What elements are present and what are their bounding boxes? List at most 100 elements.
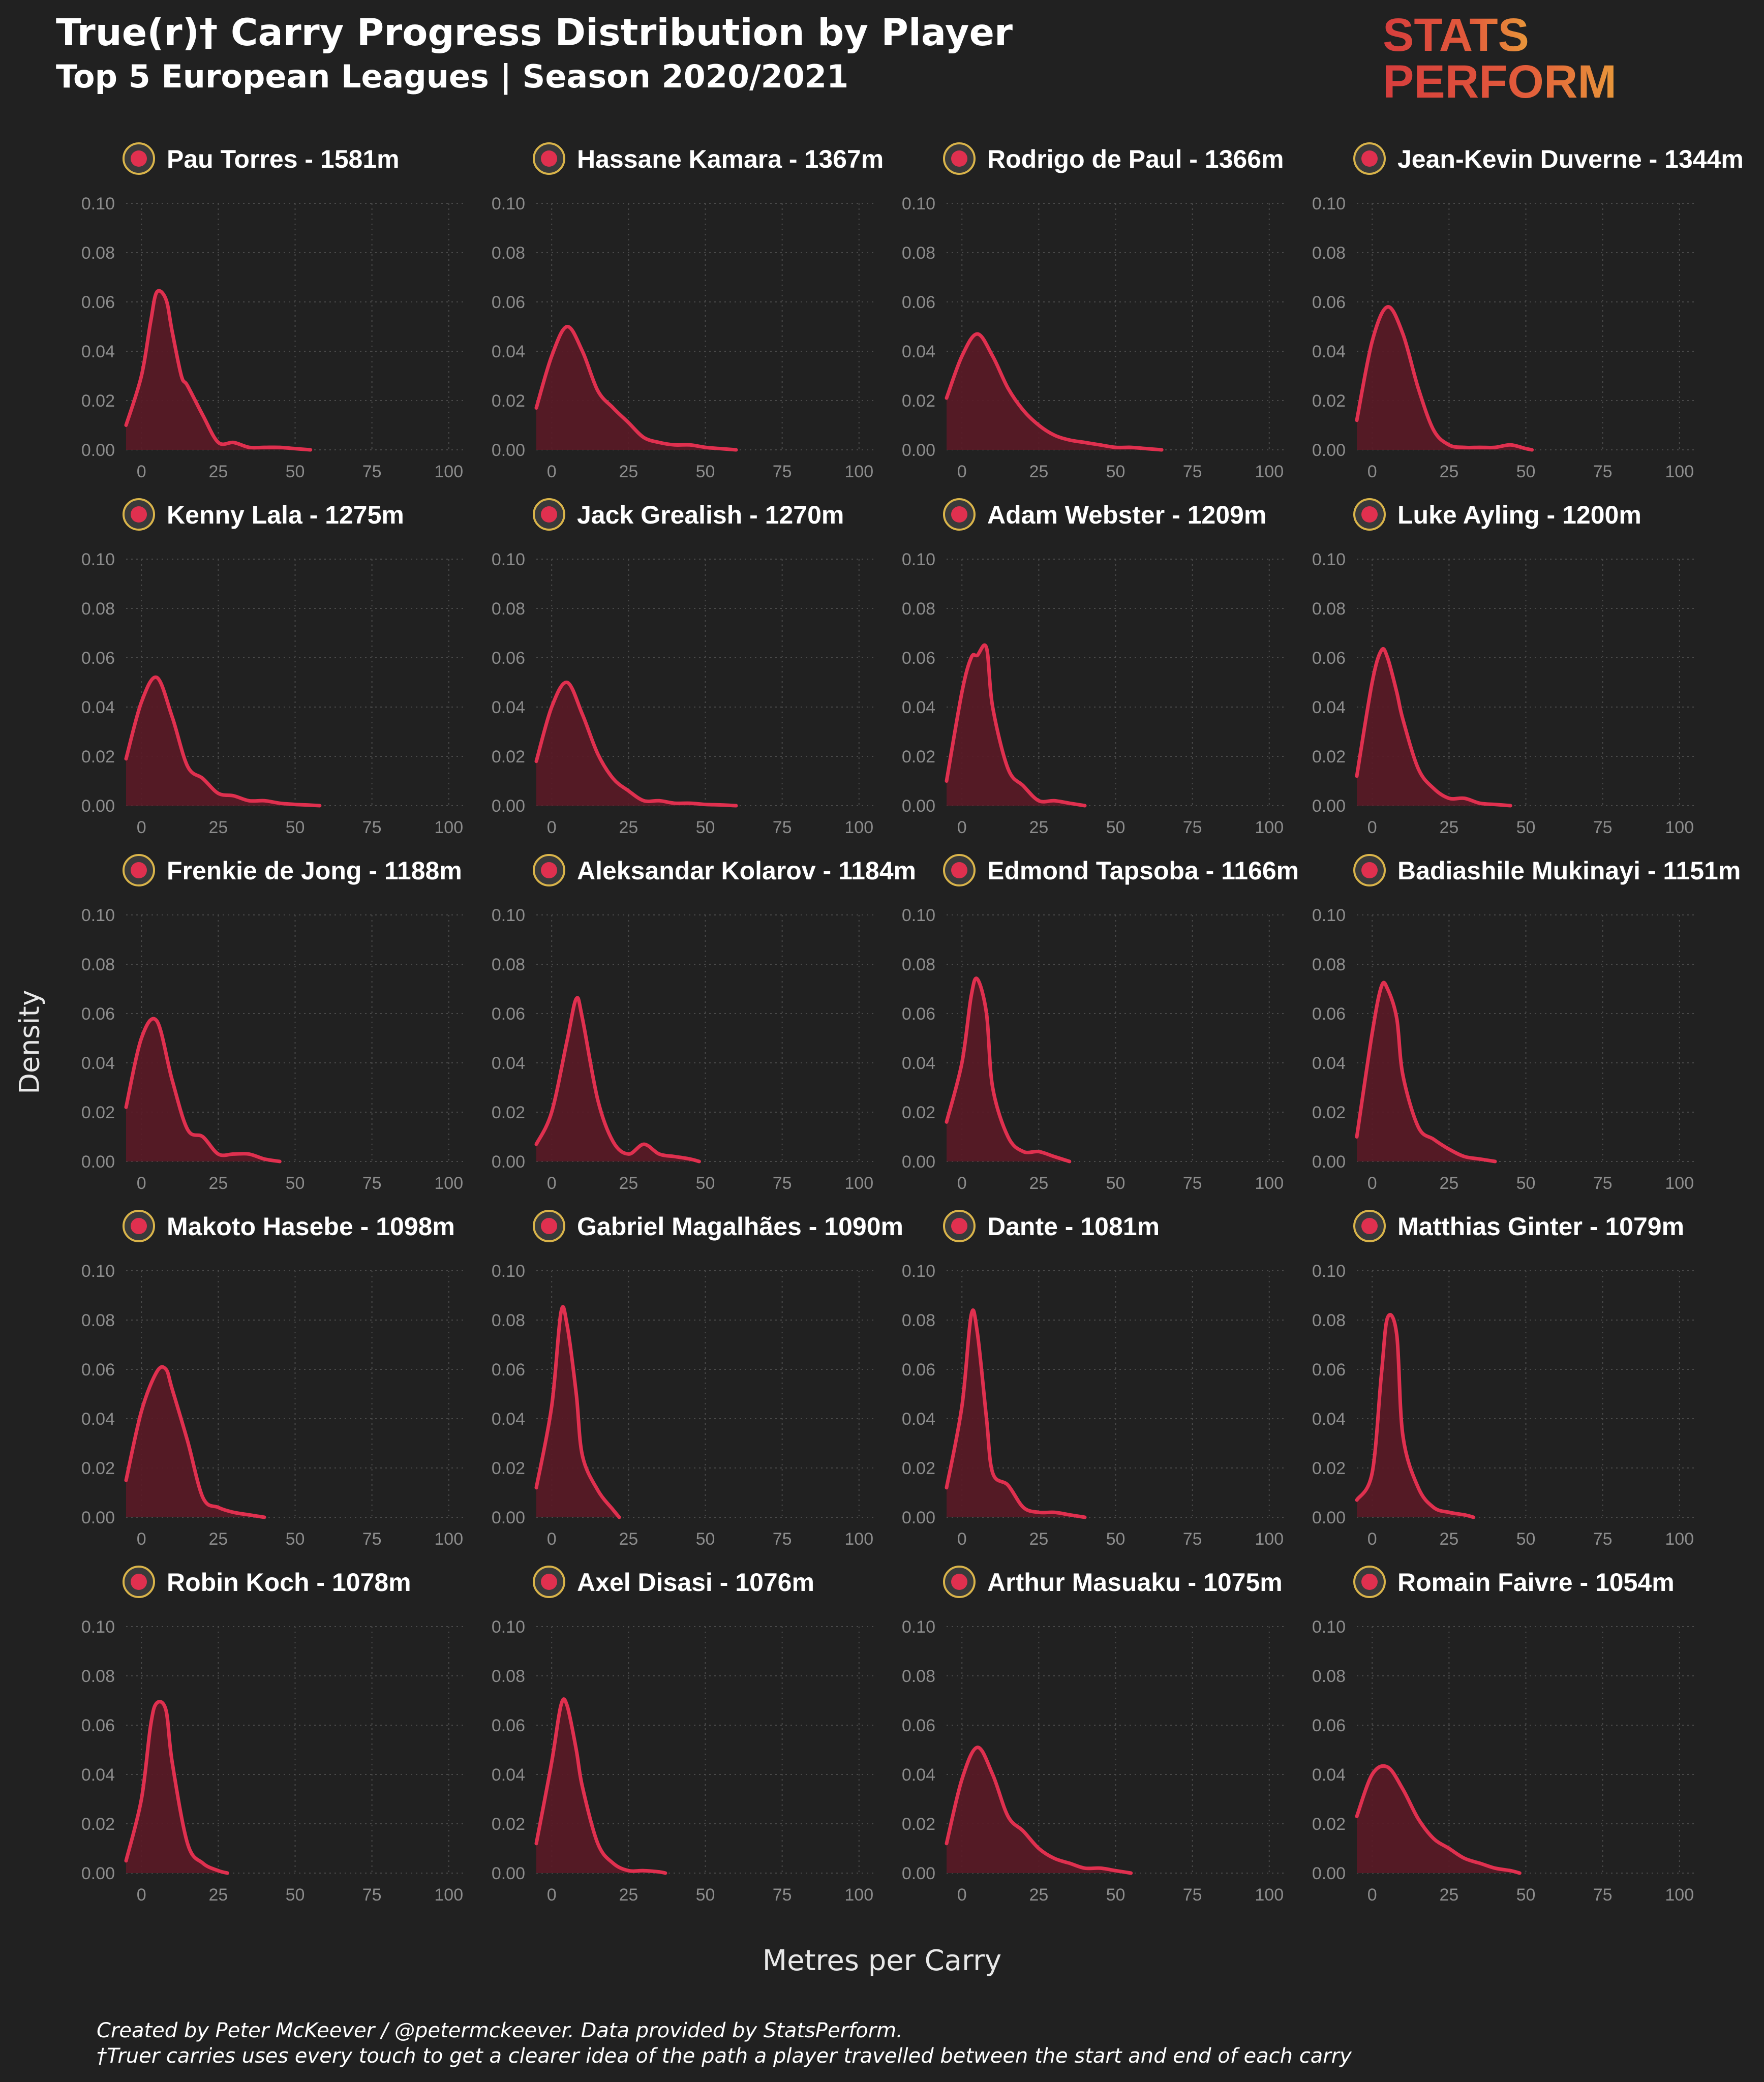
y-tick-label: 0.08 (492, 599, 525, 619)
density-line (945, 976, 1072, 1164)
y-tick-label: 0.08 (81, 243, 115, 263)
panel-title: Adam Webster - 1209m (987, 501, 1266, 529)
panel-title: Edmond Tapsoba - 1166m (987, 856, 1299, 885)
panel-7: 0.00 0.02 0.04 0.06 0.08 0.10 0 25 50 75 100 Adam W… (902, 498, 1285, 837)
y-tick-label: 0.04 (902, 1410, 935, 1429)
density-area (126, 1701, 228, 1873)
x-tick-label: 100 (1665, 462, 1694, 481)
y-tick-label: 0.06 (1312, 649, 1346, 668)
panel-12: 0.00 0.02 0.04 0.06 0.08 0.10 0 25 50 75 100 Badias… (1312, 854, 1741, 1193)
x-tick-label: 0 (957, 1529, 967, 1549)
y-tick-label: 0.08 (492, 955, 525, 974)
x-tick-label: 25 (208, 1529, 228, 1549)
y-tick-label: 0.04 (492, 698, 525, 717)
footer-credit: Created by Peter McKeever / @petermckeev… (97, 2019, 903, 2042)
y-tick-label: 0.10 (81, 1617, 115, 1637)
density-area (1357, 1766, 1520, 1873)
y-tick-label: 0.00 (81, 441, 115, 460)
x-tick-label: 0 (547, 462, 557, 481)
y-tick-label: 0.08 (902, 1311, 935, 1330)
density-line (124, 1365, 266, 1519)
y-tick-label: 0.06 (81, 1004, 115, 1024)
density-area (947, 1310, 1085, 1517)
x-tick-label: 25 (1029, 818, 1048, 837)
crest-core (541, 506, 557, 523)
x-tick-label: 100 (1255, 1174, 1284, 1193)
x-tick-label: 50 (286, 818, 305, 837)
chart-subtitle: Top 5 European Leagues | Season 2020/202… (56, 58, 849, 95)
x-tick-label: 25 (208, 1885, 228, 1905)
y-tick-label: 0.10 (492, 550, 525, 569)
panel-title: Dante - 1081m (987, 1212, 1160, 1241)
density-line (124, 675, 322, 808)
y-tick-label: 0.06 (1312, 1716, 1346, 1735)
density-area (1357, 649, 1511, 806)
density-line (124, 1017, 282, 1164)
x-tick-label: 75 (362, 1529, 382, 1549)
x-tick-label: 75 (1183, 462, 1202, 481)
density-line (534, 1305, 621, 1519)
x-tick-label: 100 (844, 1174, 873, 1193)
x-tick-label: 75 (773, 1529, 792, 1549)
y-tick-label: 0.00 (902, 797, 935, 816)
y-tick-label: 0.08 (902, 1667, 935, 1686)
density-line (945, 1746, 1133, 1875)
x-tick-label: 50 (286, 1529, 305, 1549)
y-tick-label: 0.02 (1312, 1459, 1346, 1478)
y-tick-label: 0.02 (902, 1459, 935, 1478)
y-tick-label: 0.02 (1312, 1103, 1346, 1122)
udinese-crest (943, 142, 976, 175)
y-tick-label: 0.02 (81, 1459, 115, 1478)
y-tick-label: 0.06 (902, 1360, 935, 1380)
x-tick-label: 25 (1029, 1529, 1048, 1549)
x-tick-label: 100 (844, 1885, 873, 1905)
logo-line1: STATS (1383, 10, 1529, 61)
x-tick-label: 0 (137, 818, 146, 837)
panel-title: Axel Disasi - 1076m (577, 1568, 814, 1597)
x-tick-label: 0 (957, 1885, 967, 1905)
panel-2: 0.00 0.02 0.04 0.06 0.08 0.10 0 25 50 75 100 Hassan… (492, 142, 884, 481)
y-tick-label: 0.00 (1312, 1152, 1346, 1172)
density-line (124, 1700, 229, 1875)
x-tick-label: 75 (362, 818, 382, 837)
x-tick-label: 25 (619, 1174, 638, 1193)
x-tick-label: 50 (1106, 1174, 1126, 1193)
y-tick-label: 0.00 (492, 441, 525, 460)
y-tick-label: 0.04 (81, 1054, 115, 1073)
nice-crest (533, 142, 565, 175)
y-tick-label: 0.08 (1312, 243, 1346, 263)
x-tick-label: 0 (957, 818, 967, 837)
y-tick-label: 0.04 (1312, 1410, 1346, 1429)
x-tick-label: 75 (773, 462, 792, 481)
panel-17: 0.00 0.02 0.04 0.06 0.08 0.10 0 25 50 75 100 Robin … (81, 1566, 464, 1905)
panel-title: Pau Torres - 1581m (167, 145, 400, 173)
panel-13: 0.00 0.02 0.04 0.06 0.08 0.10 0 25 50 75 100 Makoto… (81, 1210, 464, 1549)
x-tick-label: 0 (957, 462, 967, 481)
x-tick-label: 50 (286, 1174, 305, 1193)
x-tick-label: 100 (434, 818, 463, 837)
y-tick-label: 0.06 (1312, 1360, 1346, 1380)
y-tick-label: 0.04 (902, 1765, 935, 1785)
x-tick-label: 75 (1183, 1885, 1202, 1905)
y-tick-label: 0.02 (492, 391, 525, 411)
x-tick-label: 0 (137, 462, 146, 481)
y-tick-label: 0.08 (1312, 1311, 1346, 1330)
panel-title: Kenny Lala - 1275m (167, 501, 404, 529)
y-tick-label: 0.02 (902, 1103, 935, 1122)
y-tick-label: 0.06 (492, 293, 525, 312)
panel-title: Robin Koch - 1078m (167, 1568, 411, 1597)
crest-core (1361, 1574, 1378, 1590)
panel-title: Arthur Masuaku - 1075m (987, 1568, 1283, 1597)
y-tick-label: 0.00 (81, 1508, 115, 1527)
x-tick-label: 25 (1439, 1174, 1458, 1193)
crest-core (131, 862, 147, 878)
x-tick-label: 25 (208, 1174, 228, 1193)
x-tick-label: 0 (137, 1885, 146, 1905)
density-line (1355, 981, 1497, 1164)
y-tick-label: 0.04 (81, 342, 115, 361)
y-tick-label: 0.04 (81, 1765, 115, 1785)
x-tick-label: 25 (1029, 1174, 1048, 1193)
crest-core (131, 150, 147, 167)
x-tick-label: 100 (1665, 1885, 1694, 1905)
leeds-crest (123, 1566, 155, 1598)
